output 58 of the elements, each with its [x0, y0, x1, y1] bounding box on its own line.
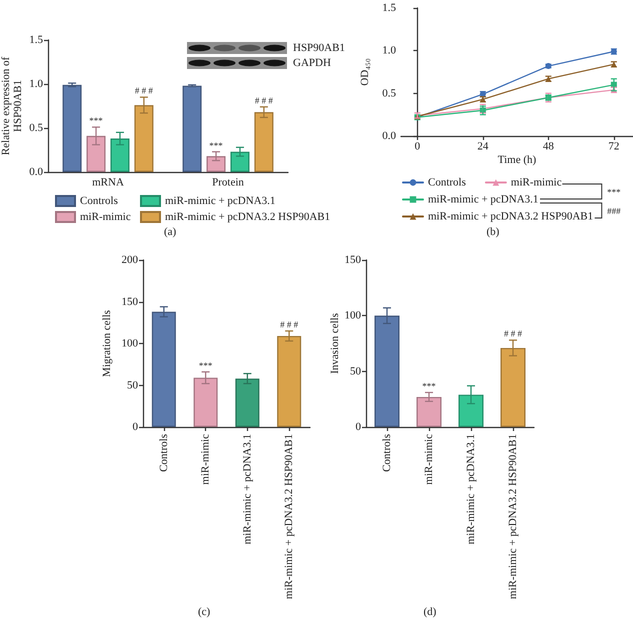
x-tick-label: miR-mimic + pcDNA3.1 [241, 434, 254, 544]
data-label: *** [422, 380, 436, 391]
x-tick-label: miR-mimic [200, 434, 212, 485]
y-tick-label: 0.0 [382, 130, 396, 142]
x-tick-label: 48 [542, 140, 554, 152]
text: (d) [424, 606, 436, 618]
y-tick-label: 150 [122, 296, 138, 308]
x-tick-label: miR-mimic + pcDNA3.2 HSP90AB1 [283, 434, 296, 600]
y-tick-label: 0 [356, 421, 362, 433]
text: (b) [486, 226, 500, 238]
y-tick-label: 1.5 [29, 34, 44, 46]
y-tick-label: 50 [127, 379, 138, 392]
x-tick-label: Protein [212, 176, 244, 188]
y-tick-label: 0.5 [29, 122, 44, 134]
text: (c) [198, 606, 210, 618]
text: ### [607, 206, 621, 216]
x-tick-label: 24 [477, 140, 489, 152]
x-tick-label: 0 [414, 140, 421, 152]
data-label: # # # [280, 319, 299, 330]
x-tick-label: miR-mimic + pcDNA3.1 [465, 434, 477, 544]
legend-label: miR-mimic + pcDNA3.2 HSP90AB1 [428, 210, 594, 222]
data-label: # # # [254, 95, 274, 106]
legend-label: miR-mimic + pcDNA3.2 HSP90AB1 [165, 211, 330, 223]
y-axis-title: OD₄₅₀ [359, 58, 371, 86]
y-tick-label: 150 [344, 254, 362, 266]
y-tick-label: 1.5 [382, 2, 396, 14]
x-tick-label: miR-mimic [423, 434, 435, 485]
legend-label: miR-mimic + pcDNA3.1 [428, 194, 538, 206]
y-tick-label: 50 [350, 365, 362, 378]
y-tick-label: 1.0 [29, 78, 44, 90]
legend-label: miR-mimic [80, 211, 131, 223]
text: *** [607, 186, 621, 197]
x-tick-label: 72 [608, 140, 620, 152]
x-axis-title: Time (h) [498, 154, 537, 166]
y-tick-label: 100 [122, 338, 138, 350]
legend-label: Controls [80, 195, 118, 207]
x-tick-label: mRNA [92, 176, 124, 188]
y-tick-label: 0.5 [382, 87, 396, 100]
y-tick-label: 0 [132, 421, 138, 433]
legend-label: miR-mimic + pcDNA3.1 [165, 195, 276, 207]
data-label: # # # [134, 86, 154, 96]
x-tick-label: miR-mimic + pcDNA3.2 HSP90AB1 [507, 434, 519, 600]
text: (a) [164, 226, 176, 238]
y-axis-title: Relative expression of HSP90AB1 [0, 56, 24, 156]
x-tick-label: Controls [158, 434, 170, 472]
y-tick-label: 200 [122, 254, 138, 266]
y-axis-title: Invasion cells [329, 313, 341, 374]
y-tick-label: 1.0 [382, 44, 396, 57]
y-tick-label: 0.0 [29, 166, 44, 178]
x-tick-label: Controls [381, 434, 393, 472]
text: HSP90AB1 [293, 42, 345, 54]
y-tick-label: 100 [344, 310, 362, 322]
data-label: # # # [504, 328, 522, 339]
data-label: *** [198, 360, 213, 370]
text: GAPDH [293, 56, 331, 70]
y-axis-title: Migration cells [101, 310, 113, 377]
data-label: *** [209, 140, 224, 150]
data-label: *** [89, 116, 104, 126]
